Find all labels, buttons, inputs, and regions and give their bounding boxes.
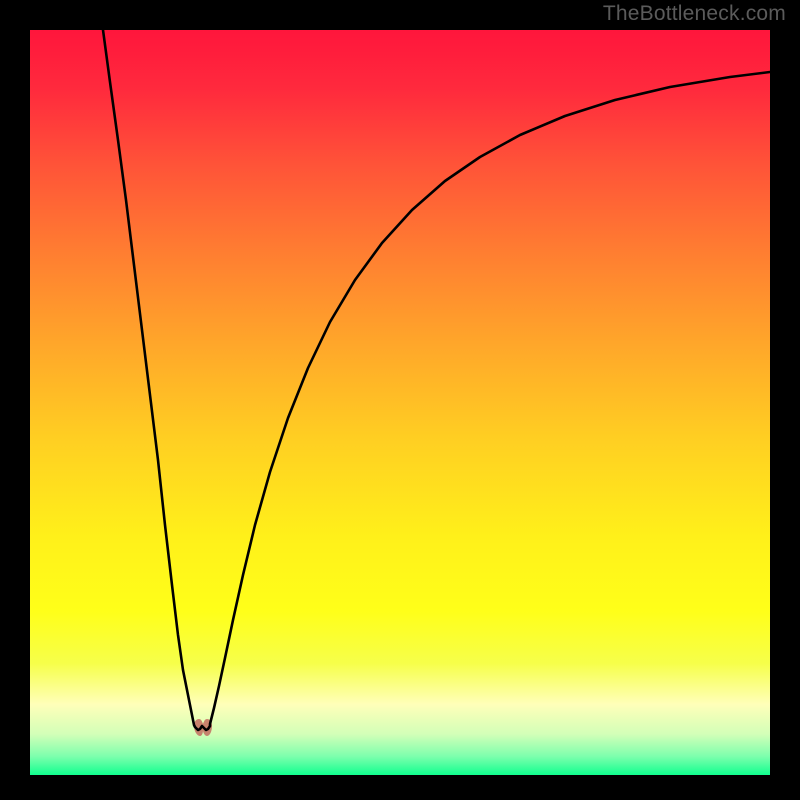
plot-area xyxy=(30,30,770,775)
curve-layer xyxy=(30,30,770,775)
watermark-label: TheBottleneck.com xyxy=(603,2,786,26)
figure-container: TheBottleneck.com xyxy=(0,0,800,800)
main-curve xyxy=(103,30,770,730)
